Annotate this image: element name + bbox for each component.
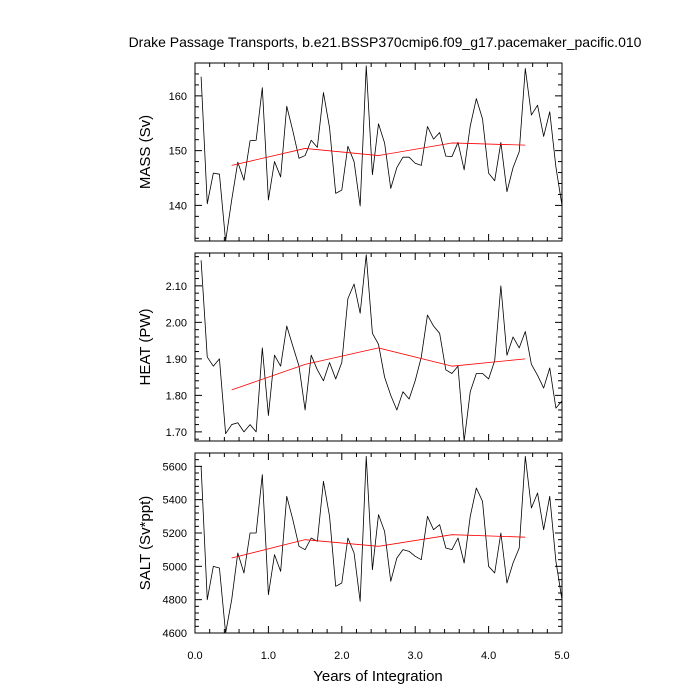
y-tick-label: 4800 xyxy=(163,595,187,607)
y-tick-label: 2.00 xyxy=(166,317,187,329)
y-axis-label: HEAT (PW) xyxy=(137,309,154,386)
y-tick-label: 5000 xyxy=(163,561,187,573)
x-tick-label: 3.0 xyxy=(408,650,423,662)
series-line-raw xyxy=(200,254,563,442)
y-tick-label: 160 xyxy=(169,91,187,103)
x-tick-label: 2.0 xyxy=(334,650,349,662)
x-tick-label: 4.0 xyxy=(481,650,496,662)
x-axis-label: Years of Integration xyxy=(313,668,443,685)
y-tick-label: 1.80 xyxy=(166,390,187,402)
panel-frame xyxy=(194,452,563,634)
y-tick-label: 2.10 xyxy=(166,281,187,293)
series-line-raw xyxy=(200,455,563,634)
y-axis-label: SALT (Sv*ppt) xyxy=(137,496,154,590)
series-line-smoothed xyxy=(231,534,526,559)
y-tick-label: 140 xyxy=(169,200,187,212)
chart-title: Drake Passage Transports, b.e21.BSSP370c… xyxy=(129,34,642,50)
y-tick-label: 1.70 xyxy=(166,427,187,439)
y-tick-label: 5200 xyxy=(163,528,187,540)
series-line-smoothed xyxy=(231,142,526,166)
series-line-raw xyxy=(200,65,563,242)
x-tick-label: 0.0 xyxy=(187,650,202,662)
y-tick-label: 4600 xyxy=(163,628,187,640)
panel-3: 4600 4800 5000 5200 5400 5600 SALT (Sv*ppt) 0.0… xyxy=(137,452,570,662)
y-axis-label: MASS (Sv) xyxy=(137,115,154,189)
series-line-smoothed xyxy=(231,347,526,391)
y-tick-label: 5600 xyxy=(163,461,187,473)
panel-1: 140 150 160 MASS (Sv) xyxy=(137,62,563,242)
y-tick-label: 1.90 xyxy=(166,354,187,366)
y-tick-label: 5400 xyxy=(163,495,187,507)
panel-frame xyxy=(194,252,563,442)
x-tick-label: 1.0 xyxy=(261,650,276,662)
panel-frame xyxy=(194,62,563,242)
x-tick-label: 5.0 xyxy=(554,650,569,662)
y-tick-label: 150 xyxy=(169,146,187,158)
panel-2: 1.70 1.80 1.90 2.00 2.10 HEAT (PW) xyxy=(137,252,563,442)
panels-group: 140 150 160 MASS (Sv) 1.70 1.80 1.90 2.00 2.10 HE… xyxy=(137,62,570,662)
